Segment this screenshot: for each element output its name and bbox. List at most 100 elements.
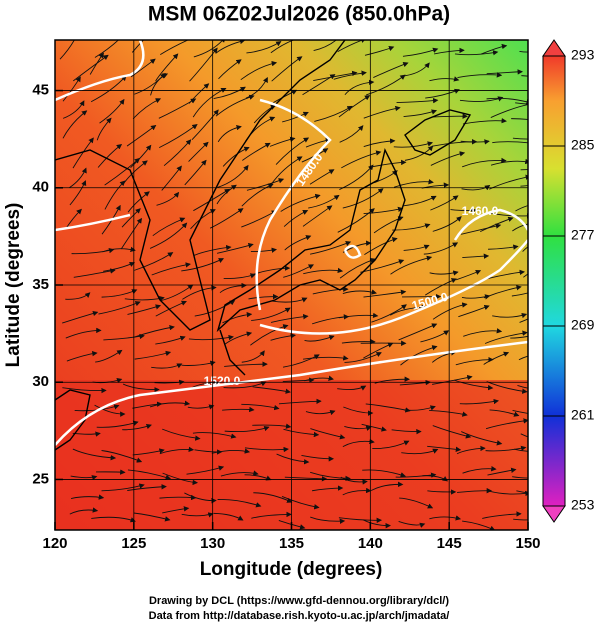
streamline bbox=[194, 300, 236, 317]
streamline bbox=[211, 448, 251, 454]
streamline bbox=[94, 404, 126, 417]
streamline bbox=[517, 384, 528, 389]
streamline bbox=[462, 253, 490, 259]
colorbar-tick-label: 293 bbox=[571, 47, 595, 63]
streamline bbox=[515, 205, 528, 212]
streamline bbox=[490, 158, 528, 166]
streamline bbox=[460, 223, 502, 235]
streamline bbox=[520, 185, 528, 187]
streamline bbox=[363, 138, 396, 148]
streamline bbox=[155, 335, 186, 345]
colorbar bbox=[542, 39, 566, 523]
streamline bbox=[181, 360, 216, 366]
streamline bbox=[71, 247, 115, 255]
streamline bbox=[492, 312, 528, 319]
streamline bbox=[399, 497, 434, 509]
x-tick-label: 130 bbox=[200, 535, 225, 552]
streamline bbox=[251, 307, 291, 321]
streamline bbox=[213, 512, 244, 521]
streamline bbox=[489, 409, 520, 417]
streamline bbox=[162, 428, 201, 441]
streamline bbox=[223, 273, 256, 280]
streamline bbox=[156, 191, 180, 206]
streamline bbox=[302, 355, 349, 361]
streamline bbox=[427, 445, 462, 453]
streamline bbox=[461, 431, 503, 446]
streamline bbox=[103, 262, 135, 272]
x-tick-label: 125 bbox=[121, 535, 146, 552]
streamline bbox=[523, 273, 528, 278]
streamline bbox=[253, 492, 293, 503]
streamline bbox=[222, 311, 253, 324]
streamline bbox=[224, 361, 268, 367]
streamline bbox=[364, 237, 398, 255]
streamline bbox=[520, 169, 528, 171]
streamline bbox=[191, 379, 220, 389]
streamline bbox=[390, 255, 433, 275]
streamline bbox=[313, 40, 343, 51]
streamline bbox=[510, 335, 528, 339]
streamline bbox=[160, 284, 194, 302]
streamline bbox=[522, 246, 528, 252]
streamline bbox=[463, 328, 503, 337]
streamline bbox=[160, 40, 198, 56]
streamline bbox=[216, 184, 237, 205]
streamline bbox=[362, 519, 391, 529]
streamline bbox=[333, 70, 367, 80]
streamline bbox=[403, 405, 436, 411]
streamlines bbox=[59, 40, 528, 530]
streamline bbox=[338, 95, 371, 118]
streamline bbox=[374, 376, 410, 384]
streamline bbox=[310, 241, 352, 255]
streamline bbox=[62, 310, 99, 324]
streamline bbox=[162, 506, 190, 514]
streamline bbox=[73, 268, 116, 278]
streamline bbox=[432, 113, 468, 119]
streamline bbox=[516, 490, 528, 494]
streamline bbox=[432, 374, 473, 385]
streamline bbox=[342, 289, 377, 295]
streamline bbox=[149, 222, 188, 249]
streamline bbox=[127, 469, 172, 480]
streamline bbox=[457, 487, 493, 494]
streamline bbox=[248, 293, 279, 300]
streamline bbox=[102, 246, 136, 253]
streamline bbox=[155, 300, 187, 317]
streamline bbox=[133, 324, 175, 338]
colorbar-tick-label: 253 bbox=[571, 497, 595, 513]
streamline bbox=[250, 265, 291, 276]
streamline bbox=[70, 475, 98, 481]
streamline bbox=[515, 102, 528, 105]
streamline bbox=[270, 314, 309, 323]
streamline bbox=[217, 164, 249, 188]
streamline bbox=[241, 183, 274, 207]
streamline bbox=[104, 157, 141, 186]
streamline bbox=[427, 489, 457, 495]
streamline bbox=[363, 206, 404, 215]
streamline bbox=[339, 125, 364, 143]
streamline bbox=[362, 469, 406, 478]
streamline bbox=[132, 448, 165, 456]
streamline bbox=[103, 333, 145, 341]
streamline bbox=[340, 476, 368, 485]
streamline bbox=[241, 350, 265, 363]
streamline bbox=[312, 485, 344, 492]
streamline bbox=[396, 97, 439, 104]
streamline bbox=[159, 494, 197, 501]
streamline bbox=[303, 267, 344, 275]
streamline bbox=[511, 118, 528, 120]
streamline bbox=[371, 304, 407, 323]
streamline bbox=[302, 205, 333, 227]
streamline bbox=[361, 423, 387, 432]
y-tick-label: 25 bbox=[32, 470, 49, 487]
streamline bbox=[282, 377, 315, 383]
footer-line: Drawing by DCL (https://www.gfd-dennou.o… bbox=[149, 595, 449, 607]
streamline bbox=[400, 345, 438, 366]
streamline bbox=[456, 269, 482, 281]
streamline bbox=[483, 285, 522, 299]
streamline bbox=[512, 137, 528, 140]
streamline bbox=[278, 520, 306, 530]
streamline bbox=[314, 105, 353, 122]
streamline bbox=[457, 72, 503, 79]
